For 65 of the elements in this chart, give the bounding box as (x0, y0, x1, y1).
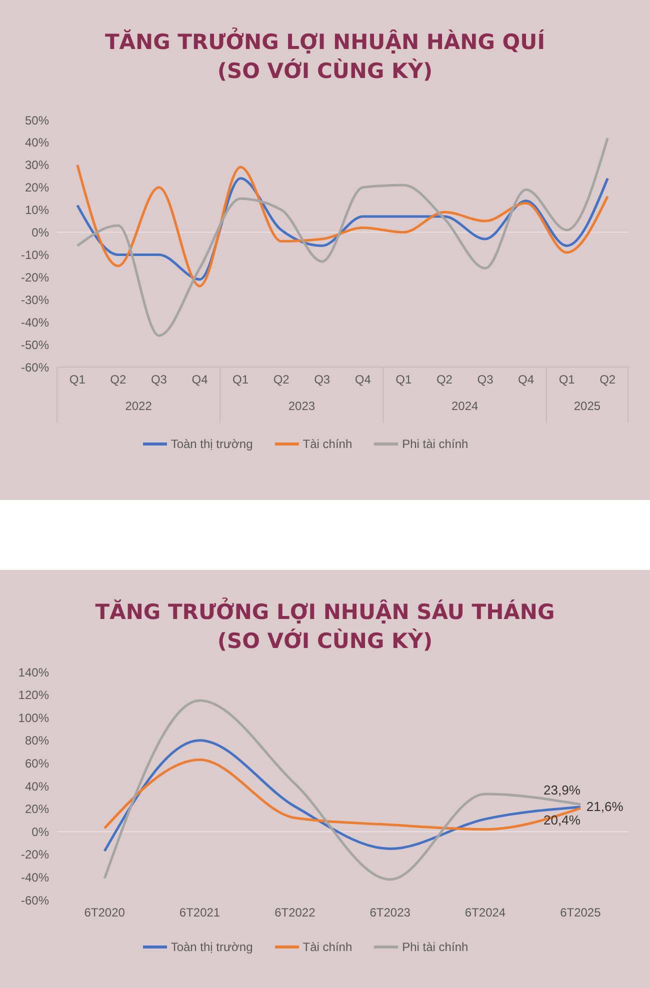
legend-label: Toàn thị trường (170, 437, 253, 451)
y-tick-label: 120% (18, 688, 50, 702)
y-tick-label: -30% (20, 292, 50, 307)
y-tick-label: -20% (20, 848, 50, 862)
y-tick-label: 40% (24, 779, 50, 794)
chart-subtitle: (SO VỚI CÙNG KỲ) (216, 58, 434, 85)
y-tick-label: -20% (20, 270, 50, 284)
text: 2024 (450, 399, 480, 413)
line-series (103, 758, 582, 831)
line-series (76, 136, 609, 337)
line-series (103, 739, 582, 852)
text: 2022 (124, 399, 153, 413)
y-tick-label: -40% (20, 315, 50, 330)
y-tick-label: 0% (32, 824, 50, 839)
x-tick-label: Q1 (232, 372, 249, 387)
chart-subtitle: (SO VỚI CÙNG KỲ) (216, 628, 434, 655)
y-tick-label: 20% (24, 802, 50, 816)
data-label: 23,9% (544, 782, 581, 798)
x-tick-label: Q3 (314, 372, 330, 387)
y-tick-label: -40% (20, 870, 50, 884)
x-tick-label: Q3 (477, 372, 494, 387)
y-tick-label: 50% (24, 113, 50, 128)
legend-label: Phi tài chính (402, 437, 468, 451)
y-tick-label: 100% (18, 710, 50, 725)
x-tick-label: Q2 (110, 372, 127, 387)
y-tick-label: -60% (20, 360, 50, 374)
x-tick-label: Q4 (354, 372, 372, 387)
line-series (76, 164, 609, 288)
legend-label: Tài chính (302, 437, 352, 451)
x-tick-label: 6T2025 (560, 906, 602, 920)
legend-label: Phi tài chính (402, 940, 468, 954)
legend-label: Toàn thị trường (170, 940, 253, 954)
x-tick-label: Q2 (436, 372, 453, 387)
data-label: 21,6% (586, 798, 624, 814)
x-tick-label: Q2 (273, 372, 290, 387)
text: 2025 (572, 399, 602, 413)
legend-label: Tài chính (302, 940, 352, 954)
x-tick-label: Q1 (558, 372, 576, 387)
x-tick-label: Q4 (192, 372, 208, 387)
x-tick-label: 6T2023 (370, 906, 411, 920)
x-tick-label: Q3 (150, 372, 168, 387)
y-tick-label: 80% (24, 734, 50, 748)
y-tick-label: 10% (24, 203, 50, 218)
text: 2023 (287, 399, 316, 413)
chart-title: TĂNG TRƯỞNG LỢI NHUẬN HÀNG QUÍ (104, 28, 546, 56)
x-tick-label: Q1 (396, 372, 412, 387)
y-tick-label: 140% (18, 665, 50, 680)
data-label: 20,4% (544, 812, 581, 828)
x-tick-label: Q1 (69, 372, 86, 387)
y-tick-label: -60% (20, 893, 50, 908)
x-tick-label: Q2 (600, 372, 616, 387)
y-tick-label: -50% (20, 338, 50, 352)
y-tick-label: 40% (24, 136, 50, 150)
line-series (103, 699, 582, 881)
chart-title: TĂNG TRƯỞNG LỢI NHUẬN SÁU THÁNG (94, 598, 556, 626)
x-tick-label: 6T2022 (274, 906, 316, 920)
y-tick-label: 30% (24, 158, 50, 172)
y-tick-label: 0% (32, 226, 50, 240)
x-tick-label: 6T2024 (464, 906, 506, 920)
x-tick-label: 6T2021 (179, 906, 220, 920)
x-tick-label: 6T2020 (84, 906, 126, 920)
y-tick-label: -10% (20, 248, 50, 262)
y-tick-label: 60% (24, 756, 50, 770)
x-tick-label: Q4 (518, 372, 534, 387)
y-tick-label: 20% (24, 180, 50, 195)
